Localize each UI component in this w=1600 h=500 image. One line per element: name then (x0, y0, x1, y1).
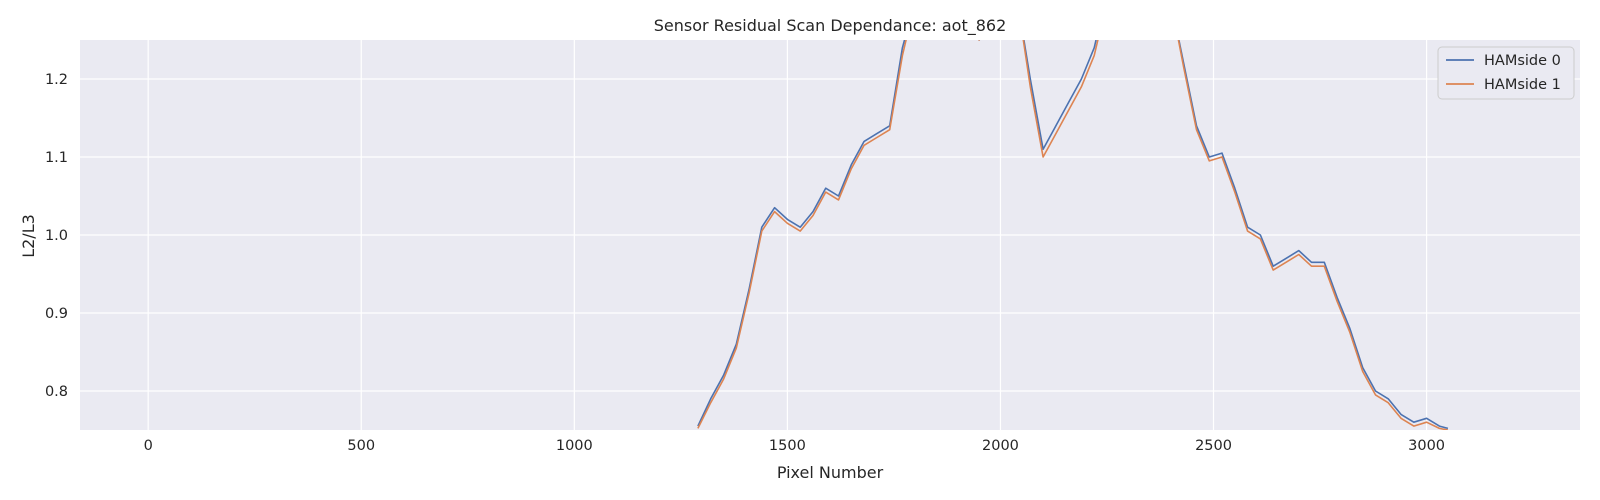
legend-label-hamside-1: HAMside 1 (1484, 77, 1561, 93)
y-axis-title: L2/L3 (19, 214, 38, 258)
x-tick-label: 3000 (1408, 438, 1445, 454)
legend-label-hamside-0: HAMside 0 (1484, 53, 1561, 69)
legend: HAMside 0 HAMside 1 (1437, 46, 1575, 100)
series-line-hamside-0 (697, 40, 1449, 430)
y-tick-label: 1.0 (45, 228, 68, 244)
grid-lines (80, 40, 1580, 430)
y-axis: 0.8 0.9 1.0 1.1 1.2 (45, 72, 68, 400)
x-tick-label: 1000 (556, 438, 593, 454)
x-axis: 0 500 1000 1500 2000 2500 3000 (144, 438, 1445, 454)
y-tick-label: 1.1 (45, 150, 68, 166)
x-tick-label: 0 (144, 438, 153, 454)
x-tick-label: 1500 (769, 438, 806, 454)
x-tick-label: 2500 (1195, 438, 1232, 454)
x-axis-title: Pixel Number (777, 463, 884, 482)
x-tick-label: 2000 (982, 438, 1019, 454)
x-tick-label: 500 (347, 438, 375, 454)
y-tick-label: 0.9 (45, 306, 68, 322)
series-line-hamside-1 (697, 40, 1449, 430)
chart-title: Sensor Residual Scan Dependance: aot_862 (654, 16, 1007, 36)
y-tick-label: 1.2 (45, 72, 68, 88)
y-tick-label: 0.8 (45, 384, 68, 400)
series-layer (697, 40, 1449, 430)
